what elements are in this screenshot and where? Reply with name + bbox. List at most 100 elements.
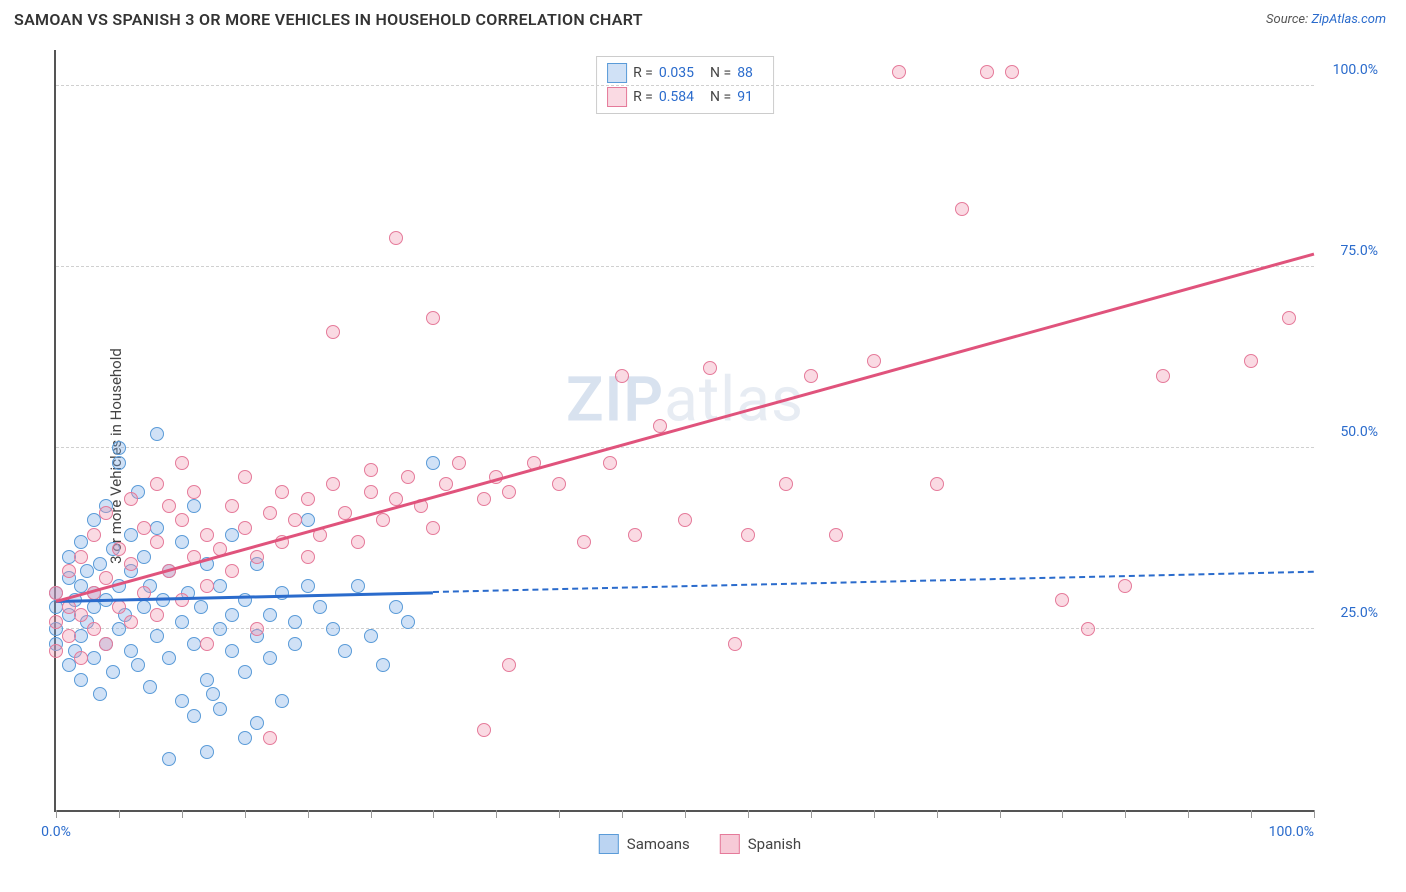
data-point: [49, 644, 63, 658]
y-tick-label: 50.0%: [1340, 424, 1378, 440]
data-point: [175, 615, 189, 629]
data-point: [150, 535, 164, 549]
data-point: [74, 629, 88, 643]
data-point: [389, 231, 403, 245]
data-point: [288, 637, 302, 651]
data-point: [124, 615, 138, 629]
data-point: [364, 463, 378, 477]
data-point: [87, 528, 101, 542]
data-point: [74, 535, 88, 549]
data-point: [250, 716, 264, 730]
x-tick: [119, 810, 120, 818]
trend-line: [433, 571, 1314, 593]
data-point: [288, 615, 302, 629]
data-point: [250, 622, 264, 636]
x-tick: [748, 810, 749, 818]
chart-title: SAMOAN VS SPANISH 3 OR MORE VEHICLES IN …: [14, 10, 643, 29]
data-point: [112, 456, 126, 470]
data-point: [112, 542, 126, 556]
data-point: [1282, 311, 1296, 325]
data-point: [628, 528, 642, 542]
data-point: [1081, 622, 1095, 636]
data-point: [112, 622, 126, 636]
x-tick: [1062, 810, 1063, 818]
data-point: [263, 608, 277, 622]
data-point: [301, 550, 315, 564]
n-value: 91: [737, 89, 753, 105]
data-point: [80, 564, 94, 578]
data-point: [150, 629, 164, 643]
data-point: [137, 521, 151, 535]
data-point: [175, 593, 189, 607]
data-point: [426, 456, 440, 470]
data-point: [338, 644, 352, 658]
data-point: [62, 629, 76, 643]
data-point: [263, 651, 277, 665]
data-point: [225, 564, 239, 578]
x-tick: [937, 810, 938, 818]
data-point: [892, 65, 906, 79]
swatch-icon: [599, 834, 619, 854]
x-tick: [1314, 810, 1315, 818]
data-point: [452, 456, 466, 470]
data-point: [74, 673, 88, 687]
data-point: [93, 557, 107, 571]
data-point: [867, 354, 881, 368]
data-point: [213, 579, 227, 593]
data-point: [263, 506, 277, 520]
data-point: [112, 441, 126, 455]
r-value: 0.035: [659, 65, 694, 81]
data-point: [143, 680, 157, 694]
data-point: [49, 615, 63, 629]
data-point: [225, 499, 239, 513]
x-tick: [1000, 810, 1001, 818]
x-tick: [496, 810, 497, 818]
data-point: [200, 579, 214, 593]
data-point: [955, 202, 969, 216]
data-point: [741, 528, 755, 542]
source-link[interactable]: ZipAtlas.com: [1311, 12, 1386, 27]
data-point: [200, 745, 214, 759]
n-value: 88: [737, 65, 753, 81]
data-point: [87, 513, 101, 527]
data-point: [1005, 65, 1019, 79]
data-point: [74, 651, 88, 665]
data-point: [99, 571, 113, 585]
legend: SamoansSpanish: [599, 834, 801, 854]
gridline: [56, 628, 1314, 629]
x-tick: [811, 810, 812, 818]
data-point: [615, 369, 629, 383]
data-point: [124, 528, 138, 542]
data-point: [502, 658, 516, 672]
data-point: [426, 521, 440, 535]
data-point: [301, 492, 315, 506]
data-point: [351, 579, 365, 593]
data-point: [477, 492, 491, 506]
stats-row: R = 0.584N = 91: [607, 85, 763, 109]
data-point: [225, 644, 239, 658]
x-tick: [685, 810, 686, 818]
x-tick-label: 100.0%: [1269, 824, 1314, 840]
data-point: [187, 499, 201, 513]
data-point: [131, 658, 145, 672]
data-point: [439, 477, 453, 491]
gridline: [56, 85, 1314, 86]
data-point: [238, 470, 252, 484]
data-point: [124, 644, 138, 658]
swatch-icon: [607, 63, 627, 83]
data-point: [829, 528, 843, 542]
data-point: [150, 608, 164, 622]
data-point: [187, 485, 201, 499]
r-label: R =: [633, 89, 653, 105]
data-point: [225, 528, 239, 542]
data-point: [62, 658, 76, 672]
data-point: [238, 731, 252, 745]
data-point: [106, 665, 120, 679]
swatch-icon: [720, 834, 740, 854]
x-tick-label: 0.0%: [41, 824, 71, 840]
data-point: [213, 702, 227, 716]
legend-label: Samoans: [627, 835, 690, 853]
data-point: [263, 731, 277, 745]
data-point: [376, 658, 390, 672]
data-point: [225, 608, 239, 622]
